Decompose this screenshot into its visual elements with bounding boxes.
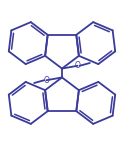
Text: O: O bbox=[44, 76, 49, 85]
Text: O: O bbox=[75, 61, 80, 70]
